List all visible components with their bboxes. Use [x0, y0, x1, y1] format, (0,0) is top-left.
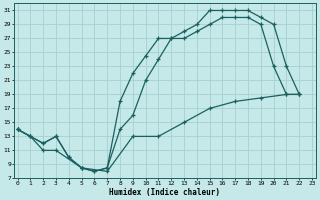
- X-axis label: Humidex (Indice chaleur): Humidex (Indice chaleur): [109, 188, 220, 197]
